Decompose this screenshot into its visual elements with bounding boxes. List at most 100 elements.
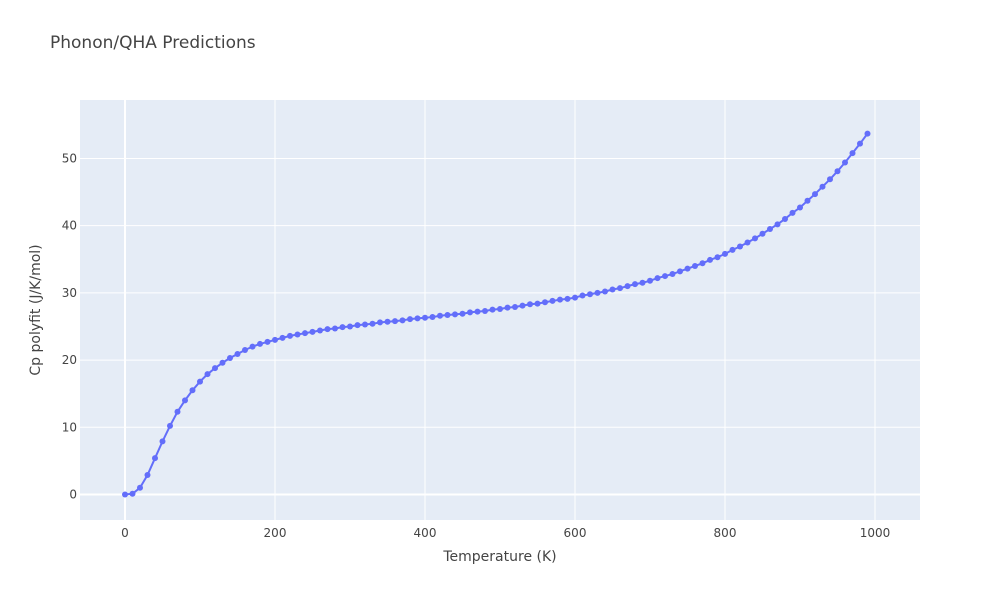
- data-point[interactable]: [527, 301, 533, 308]
- data-point[interactable]: [722, 250, 728, 257]
- data-point[interactable]: [264, 338, 271, 345]
- data-point[interactable]: [309, 328, 316, 335]
- data-point[interactable]: [819, 183, 826, 190]
- data-point[interactable]: [257, 340, 263, 347]
- data-point[interactable]: [624, 283, 631, 290]
- data-point[interactable]: [369, 320, 376, 327]
- data-point[interactable]: [692, 262, 698, 269]
- data-point[interactable]: [842, 159, 848, 166]
- data-point[interactable]: [234, 351, 241, 358]
- data-point[interactable]: [137, 484, 143, 491]
- data-point[interactable]: [752, 235, 758, 242]
- data-point[interactable]: [122, 491, 128, 498]
- data-point[interactable]: [129, 490, 136, 497]
- data-point[interactable]: [302, 330, 308, 337]
- data-point[interactable]: [144, 471, 151, 478]
- data-point[interactable]: [287, 332, 293, 339]
- data-point[interactable]: [452, 311, 458, 318]
- data-point[interactable]: [834, 168, 841, 175]
- data-point[interactable]: [857, 140, 863, 147]
- data-point[interactable]: [384, 318, 391, 325]
- data-point[interactable]: [347, 323, 353, 330]
- data-point[interactable]: [504, 304, 511, 311]
- data-point[interactable]: [489, 306, 496, 313]
- data-point[interactable]: [587, 291, 593, 298]
- data-point[interactable]: [534, 300, 541, 307]
- data-point[interactable]: [512, 303, 518, 310]
- data-point[interactable]: [594, 289, 601, 296]
- data-point[interactable]: [182, 397, 188, 404]
- data-point[interactable]: [392, 318, 398, 325]
- data-point[interactable]: [827, 176, 833, 183]
- data-point[interactable]: [789, 209, 796, 216]
- data-point[interactable]: [542, 299, 548, 306]
- data-point[interactable]: [422, 314, 428, 321]
- data-point[interactable]: [219, 359, 226, 366]
- data-point[interactable]: [459, 310, 466, 317]
- data-point[interactable]: [332, 325, 338, 332]
- data-point[interactable]: [467, 309, 473, 316]
- data-point[interactable]: [167, 422, 173, 429]
- data-point[interactable]: [714, 254, 721, 261]
- data-point[interactable]: [339, 324, 346, 331]
- data-point[interactable]: [557, 296, 563, 303]
- data-point[interactable]: [272, 336, 278, 343]
- data-point[interactable]: [617, 285, 623, 292]
- data-point[interactable]: [429, 314, 436, 321]
- data-point[interactable]: [519, 302, 526, 309]
- data-point[interactable]: [729, 246, 736, 253]
- data-point[interactable]: [497, 305, 503, 312]
- data-point[interactable]: [812, 191, 818, 198]
- data-point[interactable]: [737, 243, 743, 250]
- data-point[interactable]: [294, 331, 301, 338]
- data-point[interactable]: [212, 365, 218, 372]
- data-point[interactable]: [159, 438, 166, 445]
- data-point[interactable]: [797, 204, 803, 211]
- data-point[interactable]: [152, 455, 158, 462]
- data-point[interactable]: [707, 256, 713, 263]
- data-point[interactable]: [197, 378, 203, 385]
- data-point[interactable]: [639, 279, 646, 286]
- data-point[interactable]: [662, 273, 668, 280]
- data-point[interactable]: [684, 265, 691, 272]
- data-point[interactable]: [774, 221, 781, 228]
- data-point[interactable]: [437, 312, 443, 319]
- data-point[interactable]: [249, 343, 256, 350]
- data-point[interactable]: [482, 308, 488, 315]
- data-point[interactable]: [242, 346, 248, 353]
- data-point[interactable]: [324, 326, 331, 333]
- data-point[interactable]: [279, 334, 286, 341]
- data-point[interactable]: [632, 281, 638, 288]
- data-point[interactable]: [699, 260, 706, 267]
- data-point[interactable]: [317, 327, 323, 334]
- data-point[interactable]: [677, 268, 683, 275]
- data-point[interactable]: [174, 408, 181, 415]
- data-point[interactable]: [407, 316, 413, 323]
- data-point[interactable]: [744, 239, 751, 246]
- data-point[interactable]: [759, 230, 766, 237]
- data-point[interactable]: [399, 317, 406, 324]
- data-point[interactable]: [444, 312, 451, 319]
- data-point[interactable]: [864, 130, 871, 137]
- data-point[interactable]: [654, 275, 661, 282]
- data-point[interactable]: [849, 150, 856, 157]
- data-point[interactable]: [564, 295, 571, 302]
- data-point[interactable]: [189, 387, 196, 394]
- data-point[interactable]: [647, 277, 653, 284]
- data-point[interactable]: [767, 226, 773, 233]
- data-point[interactable]: [474, 308, 481, 315]
- data-point[interactable]: [362, 321, 368, 328]
- data-point[interactable]: [227, 355, 233, 362]
- data-point[interactable]: [377, 319, 383, 326]
- data-point[interactable]: [602, 288, 608, 295]
- data-point[interactable]: [609, 286, 616, 293]
- data-point[interactable]: [572, 294, 578, 301]
- data-point[interactable]: [549, 297, 556, 304]
- data-point[interactable]: [669, 271, 676, 278]
- data-point[interactable]: [354, 322, 361, 329]
- data-point[interactable]: [414, 315, 421, 322]
- data-point[interactable]: [804, 197, 811, 204]
- data-point[interactable]: [579, 292, 586, 299]
- data-point[interactable]: [782, 215, 788, 222]
- data-point[interactable]: [204, 371, 211, 378]
